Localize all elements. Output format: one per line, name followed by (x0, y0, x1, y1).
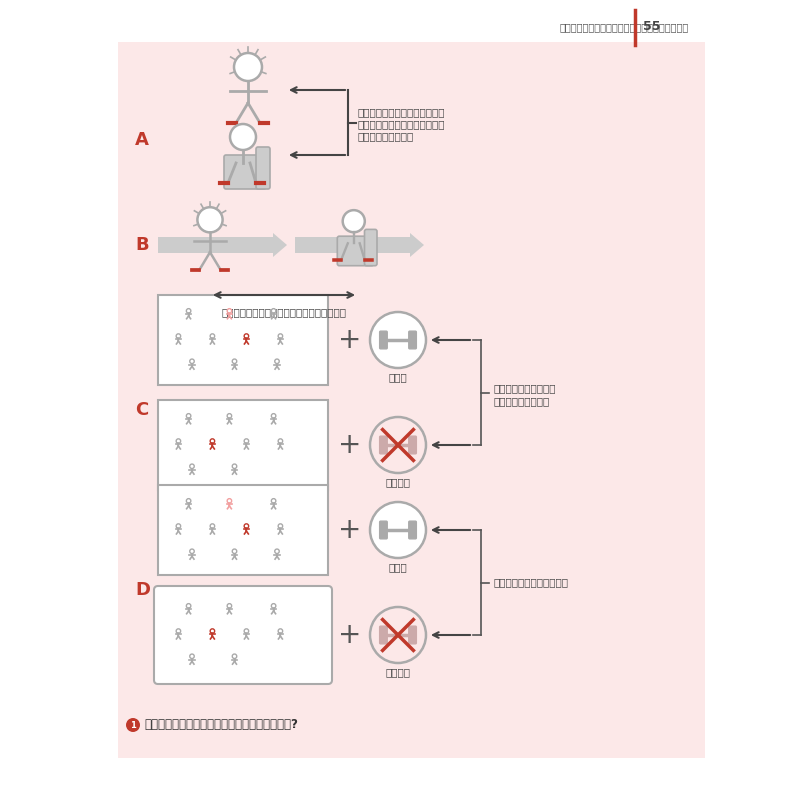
Circle shape (126, 718, 140, 732)
Circle shape (190, 654, 194, 658)
Circle shape (186, 498, 191, 503)
Circle shape (190, 549, 194, 554)
Circle shape (190, 359, 194, 363)
Circle shape (271, 414, 276, 418)
FancyBboxPatch shape (380, 331, 387, 349)
FancyBboxPatch shape (224, 155, 266, 189)
Text: C: C (135, 401, 148, 419)
FancyBboxPatch shape (365, 230, 377, 266)
Text: 55: 55 (643, 21, 661, 34)
Text: （反事実的モデル）: （反事実的モデル） (493, 397, 550, 406)
Text: +: + (338, 431, 362, 459)
Circle shape (271, 309, 276, 313)
Circle shape (278, 439, 282, 443)
Circle shape (278, 334, 282, 338)
Text: +: + (338, 516, 362, 544)
Circle shape (186, 604, 191, 608)
Circle shape (210, 334, 214, 338)
FancyBboxPatch shape (256, 147, 270, 189)
Circle shape (342, 210, 365, 232)
Bar (158, 485, 328, 575)
Bar (118, 42, 705, 758)
Circle shape (176, 334, 181, 338)
Circle shape (176, 629, 181, 634)
Circle shape (227, 604, 232, 608)
Circle shape (232, 464, 237, 469)
Bar (158, 295, 328, 385)
Circle shape (227, 309, 232, 313)
Text: +: + (338, 621, 362, 649)
Text: A: A (135, 131, 149, 149)
Circle shape (176, 439, 181, 443)
FancyBboxPatch shape (409, 331, 416, 349)
Text: 同じ人間が運動したときと運動: 同じ人間が運動したときと運動 (358, 107, 446, 117)
Text: しないときを同時に比較します: しないときを同時に比較します (358, 119, 446, 129)
Circle shape (278, 629, 282, 634)
Circle shape (210, 629, 214, 634)
Circle shape (186, 309, 191, 313)
Circle shape (274, 549, 279, 554)
Circle shape (198, 207, 222, 233)
Circle shape (186, 414, 191, 418)
FancyBboxPatch shape (154, 586, 332, 684)
Text: 運動群: 運動群 (389, 372, 407, 382)
Circle shape (244, 439, 249, 443)
Text: 運動した期間と運動しない期間を比較します: 運動した期間と運動しない期間を比較します (222, 307, 346, 317)
Text: 運動群: 運動群 (389, 562, 407, 572)
Circle shape (232, 359, 237, 363)
Text: 似ている集団で比較します: 似ている集団で比較します (493, 578, 568, 587)
Text: D: D (135, 581, 150, 599)
Circle shape (278, 524, 282, 528)
Circle shape (227, 498, 232, 503)
Circle shape (370, 312, 426, 368)
FancyBboxPatch shape (338, 236, 374, 266)
Circle shape (370, 502, 426, 558)
Circle shape (227, 414, 232, 418)
Circle shape (244, 334, 249, 338)
Text: （反事実的モデル）: （反事実的モデル） (358, 131, 414, 141)
FancyBboxPatch shape (380, 521, 387, 539)
Text: 非運動群: 非運動群 (386, 667, 410, 677)
Circle shape (190, 464, 194, 469)
FancyBboxPatch shape (380, 626, 387, 644)
Text: 曝露の効果はどのように測定できるでしょうか？: 曝露の効果はどのように測定できるでしょうか？ (560, 22, 690, 32)
Text: 非運動群: 非運動群 (386, 477, 410, 487)
Circle shape (370, 417, 426, 473)
Circle shape (271, 498, 276, 503)
Text: 1: 1 (130, 721, 136, 730)
Circle shape (244, 524, 249, 528)
Circle shape (274, 359, 279, 363)
FancyBboxPatch shape (380, 436, 387, 454)
Circle shape (176, 524, 181, 528)
FancyBboxPatch shape (409, 626, 416, 644)
Text: +: + (338, 326, 362, 354)
Circle shape (271, 604, 276, 608)
Circle shape (244, 629, 249, 634)
FancyBboxPatch shape (409, 436, 416, 454)
Text: B: B (135, 236, 149, 254)
Text: 同じ集団で比較します: 同じ集団で比較します (493, 383, 555, 394)
Bar (158, 400, 328, 490)
FancyBboxPatch shape (409, 521, 416, 539)
Circle shape (210, 524, 214, 528)
FancyArrow shape (295, 233, 424, 257)
Text: 曝露の効果はどのように測定できるでしょうか?: 曝露の効果はどのように測定できるでしょうか? (144, 718, 298, 731)
Circle shape (210, 439, 214, 443)
Circle shape (232, 654, 237, 658)
Circle shape (234, 53, 262, 81)
Circle shape (370, 607, 426, 663)
FancyArrow shape (158, 233, 287, 257)
Circle shape (232, 549, 237, 554)
Circle shape (230, 124, 256, 150)
